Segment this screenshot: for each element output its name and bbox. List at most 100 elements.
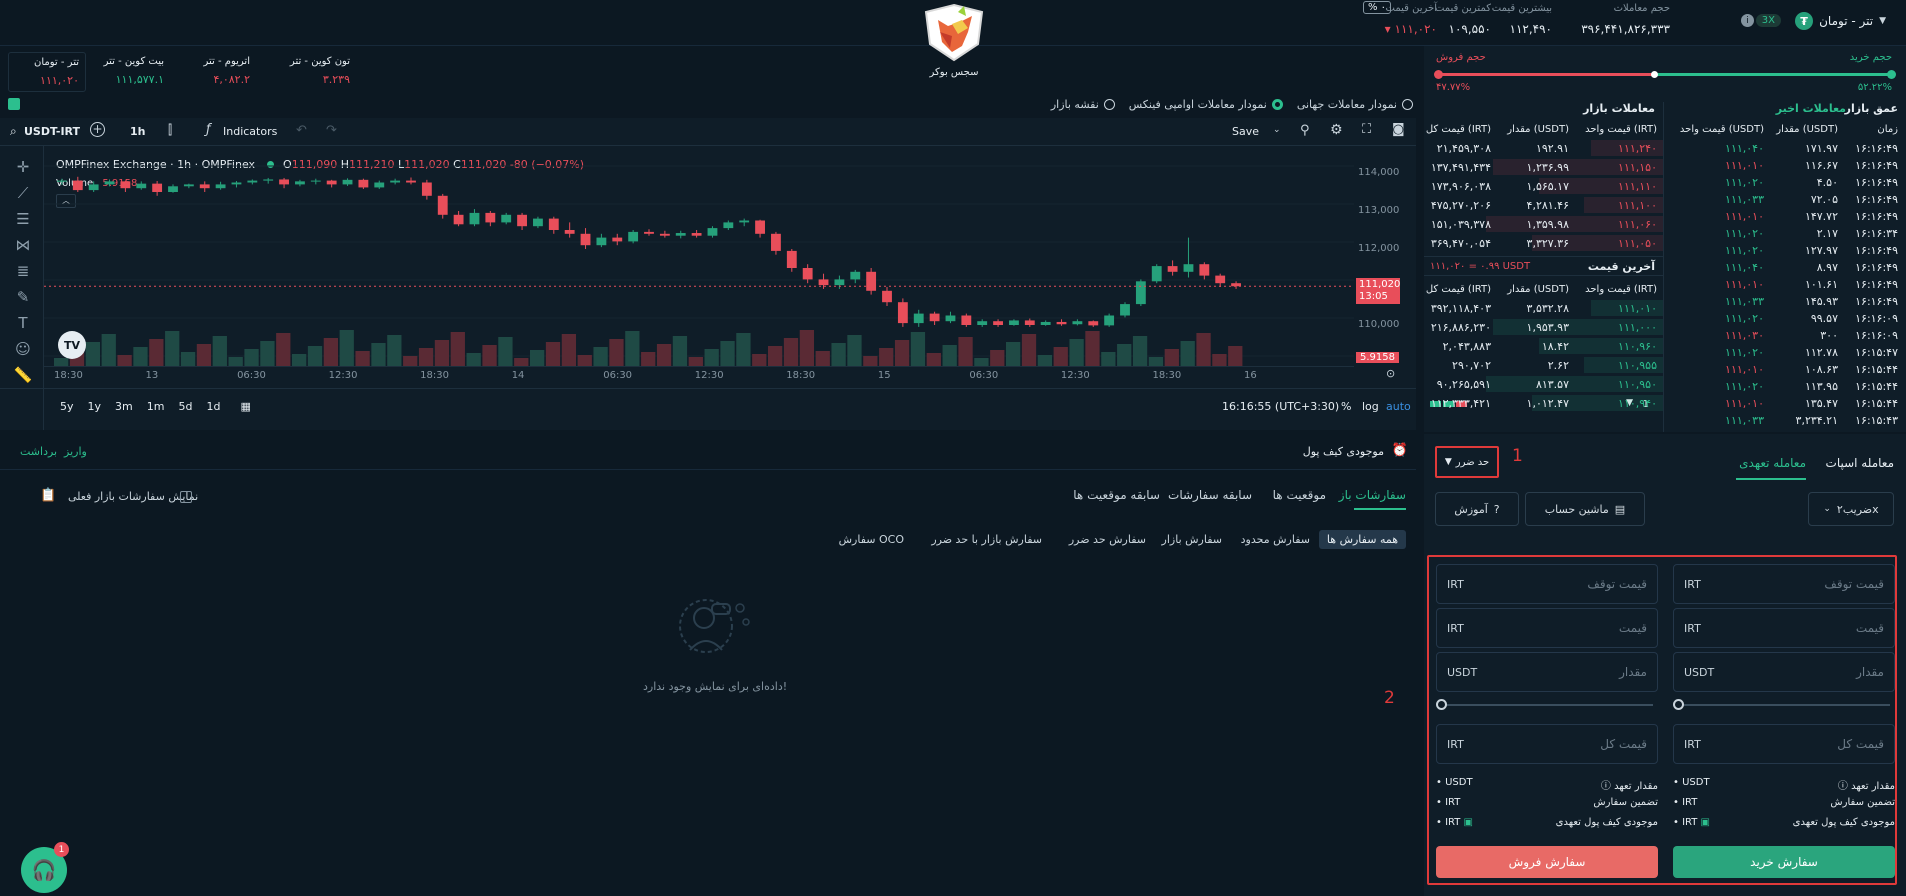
sell-stop-price-input[interactable]: IRT قیمت توقف <box>1436 564 1658 604</box>
wallet-cash-icon[interactable]: ▣ <box>1463 817 1473 828</box>
subtab-market[interactable]: سفارش بازار <box>1161 533 1222 546</box>
buy-amount-slider[interactable] <box>1673 699 1890 710</box>
axis-settings-icon[interactable]: ⊙ <box>1386 367 1396 380</box>
recent-trade-row[interactable]: ۱۶:۱۶:۴۹ ۴.۵۰ ۱۱۱,۰۲۰ <box>1725 176 1898 189</box>
buy-price-input[interactable]: IRT قیمت <box>1673 608 1895 648</box>
grid-menu-icon[interactable] <box>8 98 20 110</box>
recent-trade-row[interactable]: ۱۶:۱۵:۴۴ ۱۰۸.۶۳ ۱۱۱,۰۱۰ <box>1725 363 1898 376</box>
deposit-link[interactable]: واریز <box>64 445 87 458</box>
undo-icon[interactable]: ↶ <box>296 123 307 138</box>
info-icon[interactable]: ⓘ <box>1600 781 1611 792</box>
tab-spot[interactable]: معامله اسپات <box>1825 456 1894 470</box>
recent-trade-row[interactable]: ۱۶:۱۶:۰۹ ۹۹.۵۷ ۱۱۱,۰۲۰ <box>1725 312 1898 325</box>
clipboard-icon[interactable]: 📋 <box>40 488 57 503</box>
slider-knob[interactable] <box>1673 699 1684 710</box>
sell-amount-input[interactable]: USDT مقدار <box>1436 652 1658 692</box>
orderbook-row[interactable]: ۱۱۱,۰۵۰ ۳,۳۲۷.۳۶ ۳۶۹,۴۷۰,۰۵۴ <box>1424 235 1663 251</box>
recent-trade-row[interactable]: ۱۶:۱۶:۴۹ ۱۲۷.۹۷ ۱۱۱,۰۲۰ <box>1725 244 1898 257</box>
subtab-limit[interactable]: سفارش محدود <box>1240 533 1310 546</box>
ticker-eth-usdt[interactable]: اتریوم - تتر ۴,۰۸۲.۲ <box>203 56 250 86</box>
orderbook-row[interactable]: ۱۱۱,۱۰۰ ۴,۲۸۱.۴۶ ۴۷۵,۲۷۰,۲۰۶ <box>1424 197 1663 213</box>
recent-trade-row[interactable]: ۱۶:۱۶:۰۹ ۳۰۰ ۱۱۱,۰۳۰ <box>1725 329 1898 342</box>
buy-order-button[interactable]: سفارش خرید <box>1673 846 1895 878</box>
percent-toggle[interactable]: % <box>1341 400 1352 413</box>
subtab-stop-market[interactable]: سفارش بازار با حد ضرر <box>931 533 1042 546</box>
fib-icon[interactable]: ≣ <box>16 262 30 280</box>
wallet-cash-icon[interactable]: ▣ <box>1700 817 1710 828</box>
orderbook-row[interactable]: ۱۱۱,۰۱۰ ۳,۵۳۲.۲۸ ۳۹۲,۱۱۸,۴۰۳ <box>1424 300 1663 316</box>
horizontal-lines-icon[interactable]: ☰ <box>16 210 30 228</box>
sell-amount-slider[interactable] <box>1436 699 1653 710</box>
interval-button[interactable]: 1h <box>130 125 146 138</box>
orderbook-row[interactable]: ۱۱۱,۱۵۰ ۱,۲۳۶.۹۹ ۱۳۷,۴۹۱,۴۳۴ <box>1424 159 1663 175</box>
ticker-btc-usdt[interactable]: بیت کوین - تتر ۱۱۱,۵۷۷.۱ <box>103 56 164 86</box>
tab-position-history[interactable]: سابقه موقعیت ها <box>1073 488 1160 502</box>
orderbook-row[interactable]: ۱۱۱,۰۶۰ ۱,۳۵۹.۹۸ ۱۵۱,۰۳۹,۳۷۸ <box>1424 216 1663 232</box>
recent-trade-row[interactable]: ۱۶:۱۵:۴۳ ۳,۲۳۴.۲۱ ۱۱۱,۰۳۳ <box>1725 414 1898 427</box>
slider-knob[interactable] <box>1436 699 1447 710</box>
recent-trade-row[interactable]: ۱۶:۱۵:۴۴ ۱۱۳.۹۵ ۱۱۱,۰۲۰ <box>1725 380 1898 393</box>
recent-trade-row[interactable]: ۱۶:۱۵:۴۷ ۱۱۲.۷۸ ۱۱۱,۰۲۰ <box>1725 346 1898 359</box>
indicators-icon[interactable]: ƒ <box>206 122 211 137</box>
sell-total-input[interactable]: IRT قیمت کل <box>1436 724 1658 764</box>
chevron-down-icon[interactable]: ⌄ <box>1273 125 1281 135</box>
calculator-button[interactable]: ماشین حساب ▤ <box>1525 492 1645 526</box>
range-1y[interactable]: 1y <box>87 400 102 413</box>
ticker-ton-usdt[interactable]: تون کوین - تتر ۳.۲۳۹ <box>289 56 350 86</box>
recent-trade-row[interactable]: ۱۶:۱۶:۴۹ ۱۴۷.۷۲ ۱۱۱,۰۱۰ <box>1725 210 1898 223</box>
subtab-stop-loss[interactable]: سفارش حد ضرر <box>1068 533 1146 546</box>
sell-price-input[interactable]: IRT قیمت <box>1436 608 1658 648</box>
buy-total-input[interactable]: IRT قیمت کل <box>1673 724 1895 764</box>
orderbook-row[interactable]: ۱۱۰,۹۵۰ ۸۱۳.۵۷ ۹۰,۲۶۵,۵۹۱ <box>1424 376 1663 392</box>
orderbook-row[interactable]: ۱۱۰,۹۴۰ ۱,۰۱۲.۴۷ ۱۱۲,۳۳۳,۴۲۱ <box>1424 395 1663 411</box>
recent-trade-row[interactable]: ۱۶:۱۶:۳۴ ۲.۱۷ ۱۱۱,۰۲۰ <box>1725 227 1898 240</box>
tab-market-depth[interactable]: عمق بازار <box>1844 102 1898 115</box>
emoji-icon[interactable]: ☺ <box>15 340 31 358</box>
orderbook-row[interactable]: ۱۱۱,۱۱۰ ۱,۵۶۵.۱۷ ۱۷۳,۹۰۶,۰۳۸ <box>1424 178 1663 194</box>
tab-margin[interactable]: معامله تعهدی <box>1739 456 1806 470</box>
log-toggle[interactable]: log <box>1362 400 1379 413</box>
save-button[interactable]: Save <box>1232 125 1260 138</box>
recent-trade-row[interactable]: ۱۶:۱۶:۴۹ ۱۱۶.۶۷ ۱۱۱,۰۱۰ <box>1725 159 1898 172</box>
recent-trade-row[interactable]: ۱۶:۱۶:۴۹ ۱۰۱.۶۱ ۱۱۱,۰۱۰ <box>1725 278 1898 291</box>
indicators-button[interactable]: Indicators <box>223 125 278 138</box>
orderbook-row[interactable]: ۱۱۱,۲۴۰ ۱۹۲.۹۱ ۲۱,۴۵۹,۳۰۸ <box>1424 140 1663 156</box>
buy-stop-price-input[interactable]: IRT قیمت توقف <box>1673 564 1895 604</box>
camera-icon[interactable]: ◙ <box>1392 122 1405 137</box>
withdraw-link[interactable]: برداشت <box>20 445 58 458</box>
quick-search-icon[interactable]: ⚲ <box>1300 123 1310 138</box>
orderbook-row[interactable]: ۱۱۰,۹۵۵ ۲.۶۲ ۲۹۰,۷۰۲ <box>1424 357 1663 373</box>
layout-toggle-icon[interactable] <box>1430 401 1467 407</box>
candlestick-chart[interactable] <box>44 146 1354 366</box>
range-3m[interactable]: 3m <box>115 400 133 413</box>
buy-amount-input[interactable]: USDT مقدار <box>1673 652 1895 692</box>
tab-positions[interactable]: موقعیت ها <box>1272 488 1326 502</box>
recent-trade-row[interactable]: ۱۶:۱۶:۴۹ ۷۲.۰۵ ۱۱۱,۰۳۳ <box>1725 193 1898 206</box>
order-type-dropdown[interactable]: ▼ حد ضرر <box>1435 446 1499 478</box>
orderbook-row[interactable]: ۱۱۱,۰۰۰ ۱,۹۵۳.۹۳ ۲۱۶,۸۸۶,۲۳۰ <box>1424 319 1663 335</box>
crosshair-icon[interactable]: ✛ <box>16 158 30 176</box>
recent-trade-row[interactable]: ۱۶:۱۶:۴۹ ۱۷۱.۹۷ ۱۱۱,۰۴۰ <box>1725 142 1898 155</box>
brand-logo[interactable]: سجس بوکر <box>918 2 990 82</box>
multiplier-dropdown[interactable]: ⌄ ضریب۲x <box>1808 492 1894 526</box>
brush-icon[interactable]: ✎ <box>16 288 30 306</box>
compare-plus-icon[interactable]: + <box>90 122 105 137</box>
calendar-icon[interactable]: ▦ <box>240 400 251 413</box>
radio-ompfinex-chart[interactable]: نمودار معاملات اوامپی فینکس <box>1129 98 1283 111</box>
show-current-market-checkbox[interactable] <box>180 491 192 503</box>
candle-type-icon[interactable]: ⫿ <box>168 123 173 138</box>
orderbook-row[interactable]: ۱۱۰,۹۶۰ ۱۸.۴۲ ۲,۰۴۳,۸۸۳ <box>1424 338 1663 354</box>
range-1m[interactable]: 1m <box>146 400 165 413</box>
recent-trade-row[interactable]: ۱۶:۱۶:۴۹ ۸.۹۷ ۱۱۱,۰۴۰ <box>1725 261 1898 274</box>
trend-line-icon[interactable]: ⟋ <box>17 184 29 202</box>
price-axis[interactable]: 114,000 113,000 112,000 110,000 111,020 13:05… <box>1354 146 1416 366</box>
info-icon[interactable]: i <box>1741 14 1754 27</box>
sell-order-button[interactable]: سفارش فروش <box>1436 846 1658 878</box>
auto-toggle[interactable]: auto <box>1386 400 1411 413</box>
radio-market-map[interactable]: نقشه بازار <box>1051 98 1115 111</box>
settings-gear-icon[interactable]: ⚙ <box>1330 122 1343 138</box>
tab-open-orders[interactable]: سفارشات باز <box>1338 488 1406 502</box>
tutorial-button[interactable]: آموزش? <box>1435 492 1519 526</box>
radio-global-chart[interactable]: نمودار معاملات جهانی <box>1297 98 1413 111</box>
fullscreen-icon[interactable]: ⛶ <box>1362 122 1372 137</box>
